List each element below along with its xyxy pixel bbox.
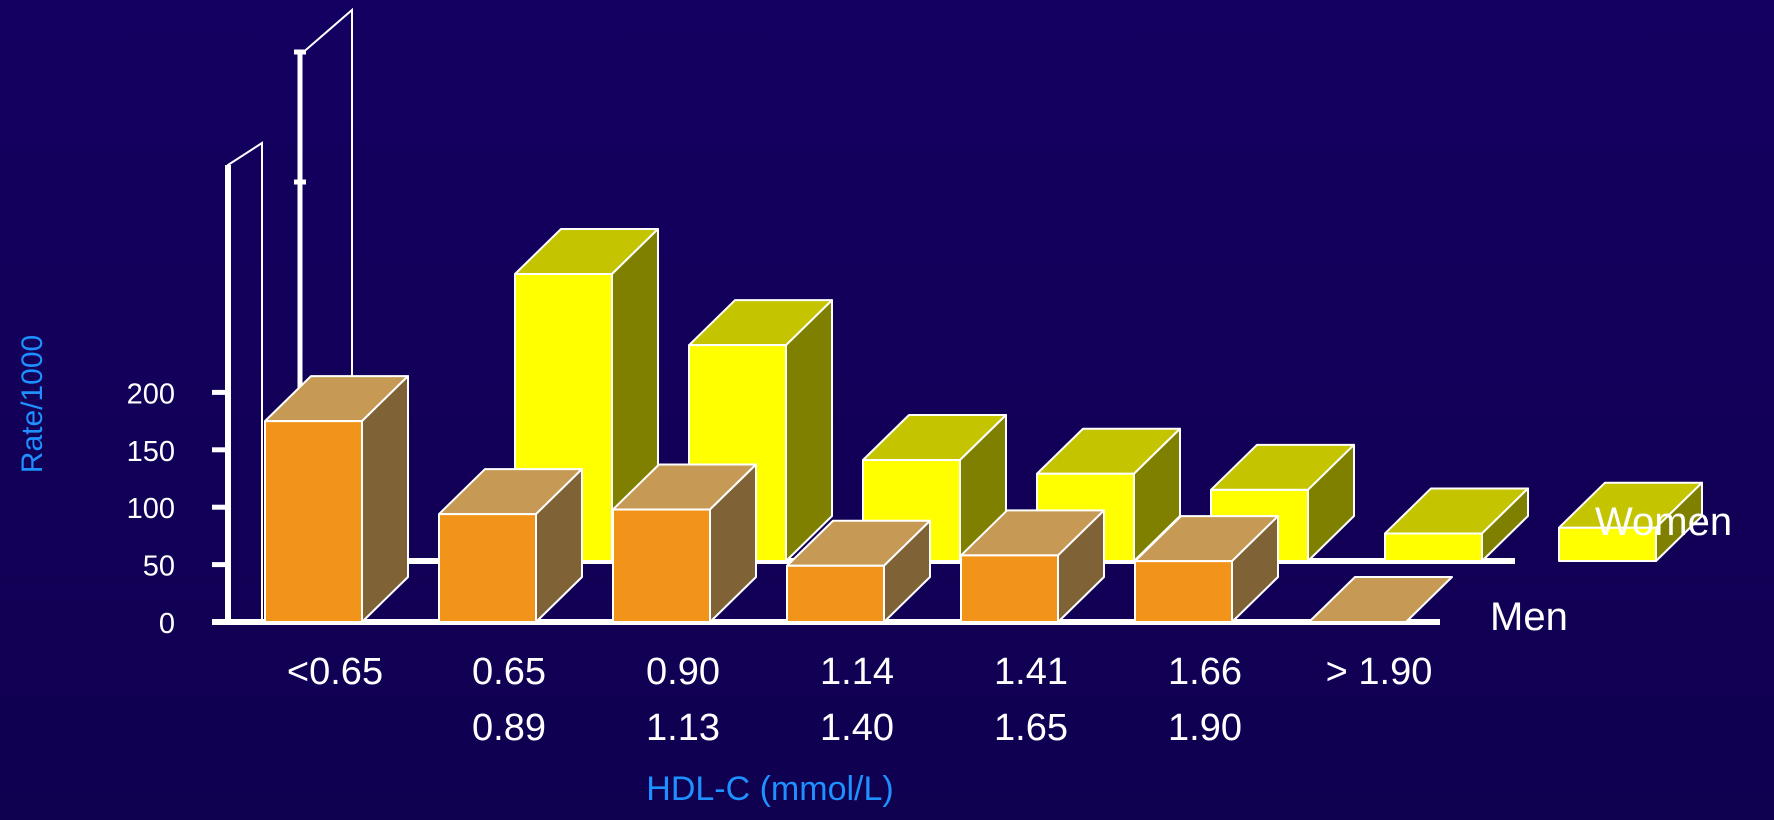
men-bar-1 xyxy=(438,468,583,624)
x-tick-label-5: 1.66 xyxy=(1168,651,1242,693)
y-tick-label-4: 200 xyxy=(127,378,175,410)
axes: 0 50 100 150 200 <0.65 0.65 0.89 0.90 1.13 1.14 1.4… xyxy=(127,378,1433,749)
men-wall-panel xyxy=(227,141,263,621)
x-axis-label: HDL-C (mmol/L) xyxy=(646,770,893,808)
legend-women: Women xyxy=(1595,500,1732,544)
men-bar-5 xyxy=(1134,515,1279,624)
labels: Rate/1000 HDL-C (mmol/L) Women Men xyxy=(16,335,1732,808)
x-tick-label-3: 1.14 xyxy=(820,651,894,693)
x-tick-label-6: > 1.90 xyxy=(1326,651,1433,693)
men-bar-6 xyxy=(1308,576,1453,623)
x-tick-label-2: 0.90 xyxy=(646,651,720,693)
men-bar-3 xyxy=(786,519,931,623)
women-bar-5 xyxy=(1384,487,1529,562)
legend-men: Men xyxy=(1490,595,1568,639)
women-bar-6 xyxy=(1558,481,1703,563)
y-tick-label-0: 0 xyxy=(159,608,175,640)
men-bar-4 xyxy=(960,509,1105,624)
y-tick-label-3: 150 xyxy=(127,436,175,468)
y-tick-label-2: 100 xyxy=(127,493,175,525)
men-bar-2 xyxy=(612,463,757,623)
x-tick-label-5-line2: 1.90 xyxy=(1168,707,1242,749)
men-bar-0 xyxy=(264,375,409,623)
y-tick-label-1: 50 xyxy=(143,551,175,583)
men-series xyxy=(264,375,1453,624)
y-axis-label: Rate/1000 xyxy=(16,335,49,473)
x-tick-label-4: 1.41 xyxy=(994,651,1068,693)
x-tick-label-1-line2: 0.89 xyxy=(472,707,546,749)
x-tick-label-1: 0.65 xyxy=(472,651,546,693)
x-tick-label-3-line2: 1.40 xyxy=(820,707,894,749)
x-tick-label-2-line2: 1.13 xyxy=(646,707,720,749)
x-tick-label-4-line2: 1.65 xyxy=(994,707,1068,749)
x-tick-label-0: <0.65 xyxy=(287,651,383,693)
